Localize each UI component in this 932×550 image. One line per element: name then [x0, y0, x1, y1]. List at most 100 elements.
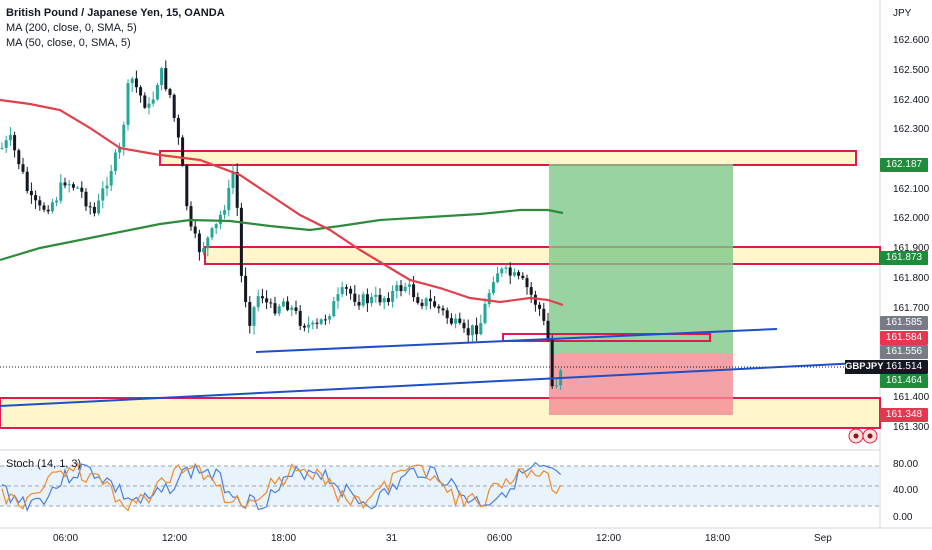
price-badge: 161.556: [880, 345, 928, 359]
candle-body: [134, 78, 138, 88]
ma50-line: [0, 98, 564, 307]
time-tick-label: 18:00: [705, 533, 731, 544]
candle-body: [382, 298, 386, 303]
candle-body: [38, 200, 42, 206]
candle-body: [4, 140, 8, 148]
candle-body: [248, 302, 252, 326]
candle-body: [416, 297, 420, 303]
candle-body: [63, 182, 67, 186]
candle-body: [105, 185, 109, 189]
candle-body: [286, 301, 290, 310]
candle-body: [59, 182, 63, 201]
candle-body: [315, 322, 319, 324]
candle-body: [529, 287, 533, 295]
candle-body: [483, 304, 487, 324]
price-tick-label: 162.000: [893, 213, 930, 224]
candle-body: [378, 294, 382, 303]
candle-body: [34, 195, 38, 201]
candle-body: [185, 165, 189, 207]
candle-body: [386, 298, 390, 302]
candle-body: [302, 325, 306, 328]
candle-body: [533, 294, 537, 305]
candle-body: [244, 275, 248, 303]
lower-trendline[interactable]: [0, 361, 881, 407]
price-tick-label: 161.300: [893, 422, 930, 433]
ma200-line: [0, 208, 564, 262]
candle-body: [424, 298, 428, 307]
stop-loss-area[interactable]: [549, 354, 733, 415]
candle-body: [353, 293, 357, 302]
candle-body: [0, 147, 4, 149]
candle-body: [512, 272, 516, 276]
candle-body: [252, 307, 256, 326]
candle-body: [521, 275, 525, 279]
candle-body: [441, 308, 445, 311]
candle-body: [260, 296, 264, 299]
price-tick-label: 161.400: [893, 392, 930, 403]
price-tick-label: 162.100: [893, 184, 930, 195]
candle-body: [340, 287, 344, 295]
candle-body: [13, 135, 17, 151]
resistance-zone-mid[interactable]: [204, 246, 881, 265]
candle-body: [113, 152, 117, 172]
candle-body: [29, 191, 33, 196]
candle-body: [256, 296, 260, 308]
time-tick-label: 06:00: [487, 533, 513, 544]
price-tick-label: 162.600: [893, 35, 930, 46]
candle-body: [8, 135, 12, 141]
stoch-tick-label: 80.00: [893, 459, 919, 470]
candle-body: [357, 301, 361, 306]
candle-body: [223, 210, 227, 215]
price-badge: 161.585: [880, 316, 928, 330]
candle-body: [403, 286, 407, 292]
stoch-legend[interactable]: Stoch (14, 1, 3): [6, 458, 82, 470]
eyes-icon[interactable]: [846, 428, 880, 444]
candle-body: [189, 206, 193, 227]
candle-body: [76, 187, 80, 189]
candle-body: [17, 150, 21, 165]
candle-body: [491, 282, 495, 294]
candle-body: [164, 68, 168, 90]
candle-body: [428, 298, 432, 302]
candle-body: [550, 339, 554, 387]
entry-box[interactable]: [502, 333, 711, 342]
candle-body: [202, 248, 206, 253]
candle-body: [214, 224, 218, 229]
candle-body: [55, 200, 59, 203]
candle-body: [109, 171, 113, 186]
candle-body: [298, 310, 302, 326]
candle-body: [420, 302, 424, 307]
candle-body: [168, 89, 172, 95]
candle-body: [130, 78, 134, 84]
support-zone[interactable]: [0, 397, 881, 429]
upper-trendline[interactable]: [255, 328, 778, 353]
take-profit-area[interactable]: [549, 164, 733, 354]
time-tick-label: 12:00: [596, 533, 622, 544]
chart-legend: British Pound / Japanese Yen, 15, OANDA …: [6, 6, 225, 51]
candle-body: [365, 294, 369, 304]
candle-body: [21, 164, 25, 172]
candle-body: [332, 301, 336, 317]
candle-body: [336, 294, 340, 302]
price-tick-label: 162.400: [893, 95, 930, 106]
time-tick-label: Sep: [814, 533, 832, 544]
legend-title[interactable]: British Pound / Japanese Yen, 15, OANDA: [6, 7, 225, 19]
candle-body: [374, 294, 378, 297]
candle-body: [437, 306, 441, 309]
time-tick-label: 12:00: [162, 533, 188, 544]
time-tick-label: 18:00: [271, 533, 297, 544]
candle-body: [25, 171, 29, 192]
stoch-tick-label: 40.00: [893, 485, 919, 496]
stoch-tick-label: 0.00: [893, 512, 913, 523]
legend-ma50[interactable]: MA (50, close, 0, SMA, 5): [6, 37, 131, 49]
candle-body: [542, 308, 546, 321]
candle-body: [311, 322, 315, 325]
candle-body: [399, 285, 403, 292]
candle-body: [210, 228, 214, 238]
price-tick-label: 161.900: [893, 243, 930, 254]
resistance-zone-top[interactable]: [159, 150, 857, 166]
candle-body: [231, 171, 235, 188]
legend-ma200[interactable]: MA (200, close, 0, SMA, 5): [6, 22, 137, 34]
